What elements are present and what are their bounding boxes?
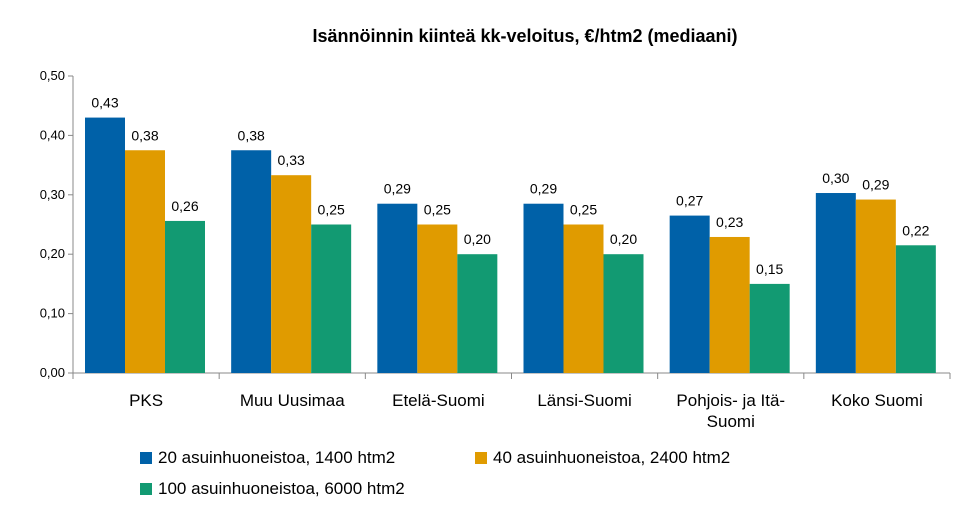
bar	[749, 283, 790, 373]
bar	[603, 254, 644, 373]
bar	[855, 199, 896, 373]
x-tick-label: Koko Suomi	[831, 391, 923, 410]
data-label: 0,26	[171, 198, 198, 214]
data-label: 0,29	[384, 181, 411, 197]
legend-label: 40 asuinhuoneistoa, 2400 htm2	[493, 448, 730, 467]
data-label: 0,29	[862, 177, 889, 193]
bar	[669, 215, 710, 373]
chart-title: Isännöinnin kiinteä kk-veloitus, €/htm2 …	[312, 26, 737, 46]
data-label: 0,27	[676, 193, 703, 209]
x-tick-label-line: Suomi	[707, 412, 755, 431]
bar	[231, 150, 272, 373]
y-tick-label: 0,50	[40, 68, 65, 83]
x-tick-label-line: Länsi-Suomi	[537, 391, 632, 410]
x-tick-label: PKS	[129, 391, 163, 410]
bar	[125, 150, 165, 373]
bar	[85, 117, 125, 373]
legend: 20 asuinhuoneistoa, 1400 htm2 40 asuinhuo…	[140, 448, 730, 498]
x-tick-label: Etelä-Suomi	[392, 391, 485, 410]
bar	[815, 193, 856, 373]
bar	[165, 220, 205, 373]
data-label: 0,38	[238, 127, 265, 143]
data-label: 0,20	[464, 231, 491, 247]
y-tick-label: 0,00	[40, 365, 65, 380]
x-tick-labels: PKS Muu Uusimaa Etelä-Suomi Länsi-Suomi Pohj…	[129, 391, 923, 431]
data-label: 0,29	[530, 181, 557, 197]
data-label: 0,23	[716, 214, 743, 230]
bars	[85, 117, 936, 373]
x-tick-label-line: Koko Suomi	[831, 391, 923, 410]
x-tick-label: Pohjois- ja Itä- Suomi	[676, 391, 785, 431]
bar	[271, 175, 312, 373]
legend-label: 100 asuinhuoneistoa, 6000 htm2	[158, 479, 405, 498]
legend-swatch	[140, 483, 152, 495]
bar	[709, 236, 750, 373]
data-label: 0,22	[902, 222, 929, 238]
legend-label: 20 asuinhuoneistoa, 1400 htm2	[158, 448, 395, 467]
bar	[523, 203, 564, 373]
y-tick-label: 0,40	[40, 127, 65, 142]
y-tick-label: 0,10	[40, 306, 65, 321]
axes: 0,00 0,10 0,20 0,30 0,40 0,50	[40, 68, 951, 380]
bar	[311, 224, 352, 373]
data-label: 0,30	[822, 170, 849, 186]
y-tick-label: 0,30	[40, 187, 65, 202]
bar	[457, 254, 498, 373]
x-tick-label: Muu Uusimaa	[240, 391, 345, 410]
data-label: 0,15	[756, 261, 783, 277]
bar	[563, 224, 604, 373]
x-tick-label-line: Muu Uusimaa	[240, 391, 345, 410]
x-tick-label-line: Etelä-Suomi	[392, 391, 485, 410]
data-label: 0,43	[91, 95, 118, 111]
data-label: 0,25	[424, 202, 451, 218]
bar	[377, 203, 418, 373]
x-tick-label: Länsi-Suomi	[537, 391, 632, 410]
bar	[895, 245, 936, 373]
x-tick-label-line: Pohjois- ja Itä-	[676, 391, 785, 410]
data-label: 0,33	[278, 152, 305, 168]
bar	[417, 224, 458, 373]
data-labels: 0,43 0,38 0,26 0,38 0,33 0,25 0,29 0,25 0,20 0,29…	[91, 95, 929, 277]
data-label: 0,25	[318, 202, 345, 218]
data-label: 0,38	[131, 127, 158, 143]
data-label: 0,20	[610, 231, 637, 247]
x-tick-label-line: PKS	[129, 391, 163, 410]
data-label: 0,25	[570, 202, 597, 218]
y-tick-label: 0,20	[40, 246, 65, 261]
legend-swatch	[140, 452, 152, 464]
legend-swatch	[475, 452, 487, 464]
